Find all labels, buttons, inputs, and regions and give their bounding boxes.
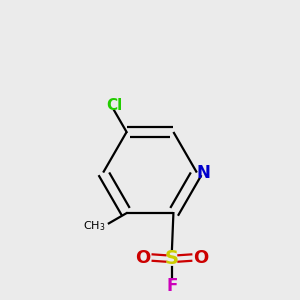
- Text: Cl: Cl: [106, 98, 122, 113]
- Text: F: F: [166, 277, 178, 295]
- Text: O: O: [194, 249, 209, 267]
- Text: N: N: [196, 164, 210, 181]
- Text: S: S: [165, 249, 179, 268]
- Text: CH$_3$: CH$_3$: [83, 219, 106, 232]
- Text: O: O: [135, 249, 150, 267]
